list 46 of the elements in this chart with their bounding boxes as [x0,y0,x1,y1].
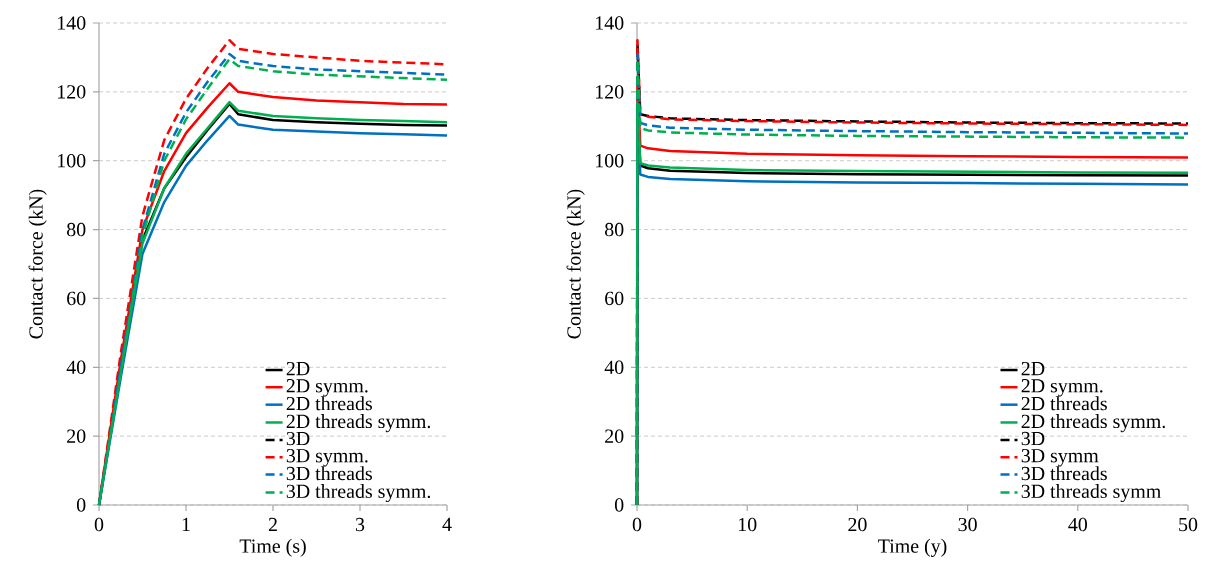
legend-label: 3D symm [1021,449,1099,467]
x-tick-label: 10 [738,517,757,532]
y-tick-label: 20 [67,429,86,443]
legend-label: 2D [286,361,310,376]
x-tick-label: 20 [848,517,867,532]
y-tick-label: 60 [605,291,624,306]
legend-label: 2D threads symm. [286,414,431,433]
y-tick-label: 120 [58,85,86,99]
legend-label: 3D threads symm [1021,484,1161,503]
legend-label: 2D threads [286,396,372,411]
legend-label: 2D symm. [1021,379,1103,397]
y-tick-label: 40 [604,360,624,374]
y-tick-label: 40 [66,360,86,374]
y-tick-label: 60 [67,291,86,306]
x-tick-label: 40 [1068,517,1088,532]
x-tick-label: 0 [94,517,104,532]
x-tick-label: 3 [355,517,365,532]
legend-label: 3D symm. [286,449,368,467]
y-tick-label: 20 [605,429,624,443]
legend-label: 2D threads [1021,396,1107,411]
legend-label: 3D threads [1021,466,1107,481]
y-axis-title: Contact force (kN) [28,189,47,339]
y-tick-label: 0 [614,498,624,512]
x-axis-title: Time (s) [239,538,306,557]
y-tick-label: 100 [596,153,624,168]
legend-label: 2D [1021,361,1045,376]
x-tick-label: 1 [182,517,190,531]
x-tick-label: 4 [442,517,452,531]
legend-label: 3D [1021,431,1045,446]
x-tick-label: 2 [268,517,277,532]
legend-label: 3D [286,431,310,446]
x-tick-label: 0 [632,517,642,532]
y-tick-label: 100 [58,153,86,168]
legend-label: 2D symm. [286,379,368,397]
x-tick-label: 30 [958,517,977,532]
y-tick-label: 120 [596,85,624,99]
x-axis-title: Time (y) [878,538,947,557]
y-tick-label: 0 [76,498,86,512]
y-axis-title: Contact force (kN) [566,189,585,339]
y-tick-label: 140 [596,16,624,30]
y-tick-label: 80 [605,222,624,237]
legend-label: 3D threads symm. [286,484,431,503]
y-tick-label: 140 [58,16,86,30]
legend-label: 3D threads [286,466,372,481]
x-tick-label: 50 [1179,517,1198,532]
y-tick-label: 80 [67,222,86,237]
